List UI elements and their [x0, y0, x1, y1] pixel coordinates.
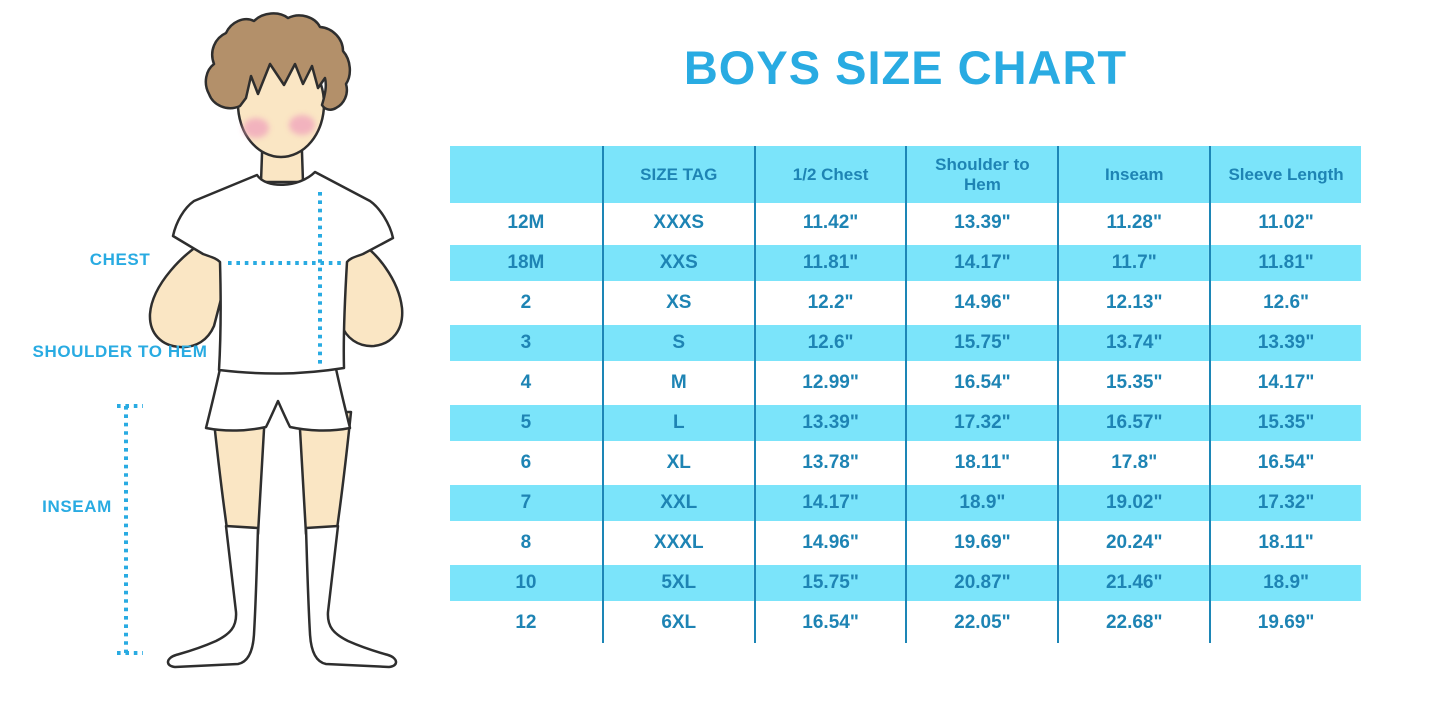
boy-right-cheek	[289, 115, 315, 135]
half-chest-cell: 13.78"	[753, 443, 906, 483]
size-tag-cell: XS	[601, 283, 754, 323]
header-cell-shoulder-to-hem: Shoulder to Hem	[905, 146, 1058, 203]
size-cell: 6	[520, 452, 532, 474]
inseam-cell: 16.57"	[1057, 403, 1210, 443]
shoulder-to-hem-label: SHOULDER TO HEM	[32, 342, 208, 361]
half-chest-cell: 14.17"	[753, 483, 906, 523]
inseam-cell: 17.8"	[1057, 443, 1209, 483]
header-cell-size-tag: SIZE TAG	[601, 146, 754, 203]
inseam-cell: 20.24"	[1057, 523, 1209, 563]
inseam-cell: 11.7"	[1057, 243, 1210, 283]
size-tag-cell: S	[601, 323, 754, 363]
half-chest-cell: 15.75"	[753, 563, 906, 603]
boy-illustration	[117, 12, 404, 669]
size-tag-cell: 5XL	[601, 563, 754, 603]
sleeve-length-cell: 11.02"	[1209, 203, 1361, 243]
half-chest-cell: 12.99"	[753, 363, 906, 403]
boy-hair	[204, 12, 352, 111]
size-cell: 5	[450, 403, 602, 443]
sleeve-length-cell: 13.39"	[1209, 323, 1361, 363]
half-chest-cell: 12.2"	[753, 283, 906, 323]
half-chest-cell: 11.81"	[753, 243, 906, 283]
header-cell-sleeve-length: Sleeve Length	[1209, 146, 1361, 203]
sleeve-length-cell: 14.17"	[1209, 363, 1361, 403]
inseam-label: INSEAM	[42, 497, 112, 516]
inseam-cell: 15.35"	[1057, 363, 1209, 403]
boy-right-sock	[304, 524, 398, 669]
size-tag-cell: 6XL	[601, 603, 754, 643]
sleeve-length-cell: 12.6"	[1209, 283, 1361, 323]
size-cell: 7	[450, 483, 602, 523]
size-tag-cell: L	[601, 403, 754, 443]
inseam-cell: 11.28"	[1057, 203, 1209, 243]
size-tag-cell: XXS	[601, 243, 754, 283]
size-cell: 10	[450, 563, 602, 603]
inseam-cell: 22.68"	[1057, 603, 1209, 643]
sleeve-length-cell: 15.35"	[1209, 403, 1361, 443]
size-tag-cell: XXL	[601, 483, 754, 523]
sleeve-length-cell: 19.69"	[1209, 603, 1361, 643]
shoulder-to-hem-cell: 15.75"	[905, 323, 1058, 363]
sleeve-length-cell: 17.32"	[1209, 483, 1361, 523]
size-tag-cell: XXXS	[601, 203, 754, 243]
sleeve-length-cell: 18.11"	[1209, 523, 1361, 563]
header-cell-size	[450, 146, 602, 203]
shoulder-to-hem-cell: 14.96"	[905, 283, 1057, 323]
shoulder-to-hem-cell: 16.54"	[905, 363, 1057, 403]
sleeve-length-cell: 18.9"	[1209, 563, 1361, 603]
page-title: BOYS SIZE CHART	[683, 41, 1128, 94]
header-cell-inseam: Inseam	[1057, 146, 1210, 203]
inseam-cell: 19.02"	[1057, 483, 1210, 523]
boy-shorts	[204, 362, 352, 432]
size-tag-cell: M	[601, 363, 754, 403]
size-cell: 18M	[450, 243, 602, 283]
half-chest-cell: 13.39"	[753, 403, 906, 443]
boy-tshirt	[171, 170, 395, 375]
size-cell: 8	[520, 532, 532, 554]
shoulder-to-hem-cell: 14.17"	[905, 243, 1058, 283]
inseam-cell: 12.13"	[1057, 283, 1209, 323]
header-cell-half-chest: 1/2 Chest	[753, 146, 906, 203]
shoulder-to-hem-cell: 18.9"	[905, 483, 1058, 523]
measurement-figure-panel: CHEST SHOULDER TO HEM INSEAM	[0, 0, 450, 723]
shoulder-to-hem-cell: 13.39"	[905, 203, 1057, 243]
size-cell: 2	[520, 292, 532, 314]
shoulder-to-hem-cell: 19.69"	[905, 523, 1057, 563]
half-chest-cell: 14.96"	[753, 523, 906, 563]
half-chest-cell: 11.42"	[753, 203, 906, 243]
size-cell: 12	[515, 612, 537, 634]
half-chest-cell: 16.54"	[753, 603, 906, 643]
size-cell: 4	[520, 372, 532, 394]
size-cell: 12M	[507, 212, 545, 234]
sleeve-length-cell: 11.81"	[1209, 243, 1361, 283]
size-cell: 3	[450, 323, 602, 363]
boy-left-arm	[148, 234, 228, 349]
boy-left-sock	[166, 524, 260, 669]
size-table: SIZE TAG 1/2 Chest Shoulder to Hem Insea…	[450, 146, 1361, 643]
boy-right-arm	[330, 234, 404, 348]
size-tag-cell: XL	[601, 443, 754, 483]
shoulder-to-hem-cell: 20.87"	[905, 563, 1058, 603]
inseam-cell: 21.46"	[1057, 563, 1210, 603]
chest-label: CHEST	[89, 250, 151, 269]
half-chest-cell: 12.6"	[753, 323, 906, 363]
shoulder-to-hem-cell: 22.05"	[905, 603, 1057, 643]
shoulder-to-hem-cell: 18.11"	[905, 443, 1057, 483]
size-tag-cell: XXXL	[601, 523, 754, 563]
inseam-cell: 13.74"	[1057, 323, 1210, 363]
sleeve-length-cell: 16.54"	[1209, 443, 1361, 483]
boy-left-cheek	[243, 118, 269, 138]
shoulder-to-hem-cell: 17.32"	[905, 403, 1058, 443]
